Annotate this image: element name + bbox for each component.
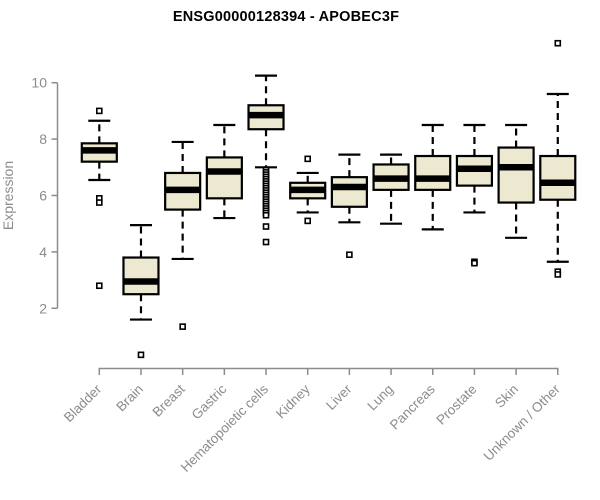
outlier-point: [137, 351, 145, 359]
outlier-point: [96, 107, 103, 115]
outlier-point: [346, 251, 353, 259]
x-tick-label: Unknown / Other: [481, 381, 564, 464]
outlier-point: [304, 217, 312, 225]
box-gastric: [205, 156, 243, 200]
y-tick-label: 8: [39, 131, 47, 147]
x-tick-label: Lung: [364, 382, 396, 414]
outlier-point: [262, 223, 270, 230]
x-tick-label: Breast: [150, 381, 188, 419]
y-tick-label: 2: [39, 300, 47, 316]
x-tick-label: Kidney: [273, 381, 313, 421]
x-tick-label: Pancreas: [387, 381, 438, 432]
x-tick-label: Gastric: [189, 381, 230, 422]
box-liver: [330, 176, 368, 208]
x-tick-label: Skin: [492, 382, 521, 411]
chart-title: ENSG00000128394 - APOBEC3F: [172, 9, 400, 25]
outlier-point: [96, 282, 103, 290]
box-brain: [122, 256, 160, 296]
outlier-point: [304, 155, 312, 163]
box-pancreas: [414, 154, 452, 191]
y-tick-label: 6: [39, 188, 47, 204]
outlier-point: [262, 211, 270, 219]
outlier-point: [471, 259, 478, 267]
y-tick-label: 4: [39, 244, 47, 260]
y-axis-title: Expression: [0, 161, 16, 230]
x-tick-label: Bladder: [61, 381, 105, 425]
y-tick-label: 10: [31, 75, 47, 91]
outlier-point: [262, 238, 270, 246]
outlier-point: [179, 323, 186, 330]
x-tick-label: Liver: [323, 381, 355, 413]
x-tick-label: Prostate: [433, 382, 479, 428]
outlier-point: [96, 199, 103, 206]
outlier-point: [554, 39, 562, 47]
box-skin: [497, 146, 535, 204]
box-unknown-other: [539, 154, 577, 201]
outlier-point: [554, 271, 562, 278]
x-tick-label: Brain: [113, 382, 146, 415]
